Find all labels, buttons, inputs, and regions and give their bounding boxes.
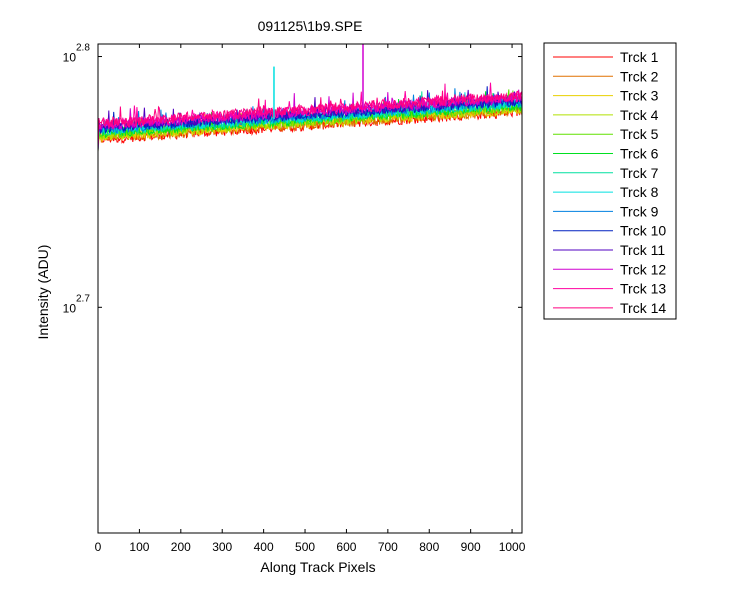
legend-label: Trck 13 <box>620 281 666 297</box>
x-tick-label: 400 <box>254 540 274 554</box>
y-tick-exponent: 2.8 <box>76 43 90 54</box>
x-tick-label: 800 <box>419 540 439 554</box>
x-tick-label: 500 <box>295 540 315 554</box>
legend-label: Trck 3 <box>620 88 659 104</box>
x-tick-label: 1000 <box>499 540 526 554</box>
legend-box <box>543 42 677 320</box>
legend-label: Trck 6 <box>620 146 659 162</box>
legend-label: Trck 11 <box>620 242 665 258</box>
legend-label: Trck 2 <box>620 68 659 84</box>
y-tick-base: 10 <box>63 51 77 65</box>
x-tick-label: 0 <box>95 540 102 554</box>
legend-label: Trck 1 <box>620 49 659 65</box>
x-axis-ticks: 0 100 200 300 400 500 600 700 800 900 1000 <box>95 44 526 554</box>
legend-label: Trck 8 <box>620 184 659 200</box>
x-tick-label: 200 <box>171 540 191 554</box>
x-tick-label: 600 <box>336 540 356 554</box>
x-axis-label: Along Track Pixels <box>260 559 375 575</box>
legend-label: Trck 7 <box>620 165 659 181</box>
y-tick-exponent: 2.7 <box>76 293 90 304</box>
legend-label: Trck 5 <box>620 126 659 142</box>
legend-label: Trck 4 <box>620 107 659 123</box>
x-tick-label: 700 <box>378 540 398 554</box>
series-traces <box>97 44 523 152</box>
axes-box <box>97 43 523 534</box>
x-tick-label: 900 <box>461 540 481 554</box>
chart-title: 091125\1b9.SPE <box>258 18 363 34</box>
legend-label: Trck 14 <box>620 300 666 316</box>
y-axis-label: Intensity (ADU) <box>35 245 51 340</box>
legend: Trck 1 Trck 2 Trck 3 Trck 4 Trck 5 Trck 6 Trck… <box>553 49 666 316</box>
legend-label: Trck 10 <box>620 223 666 239</box>
y-tick-base: 10 <box>63 301 77 315</box>
x-tick-label: 300 <box>212 540 232 554</box>
legend-label: Trck 12 <box>620 261 666 277</box>
x-tick-label: 100 <box>129 540 149 554</box>
legend-label: Trck 9 <box>620 203 659 219</box>
series-line <box>97 90 523 147</box>
